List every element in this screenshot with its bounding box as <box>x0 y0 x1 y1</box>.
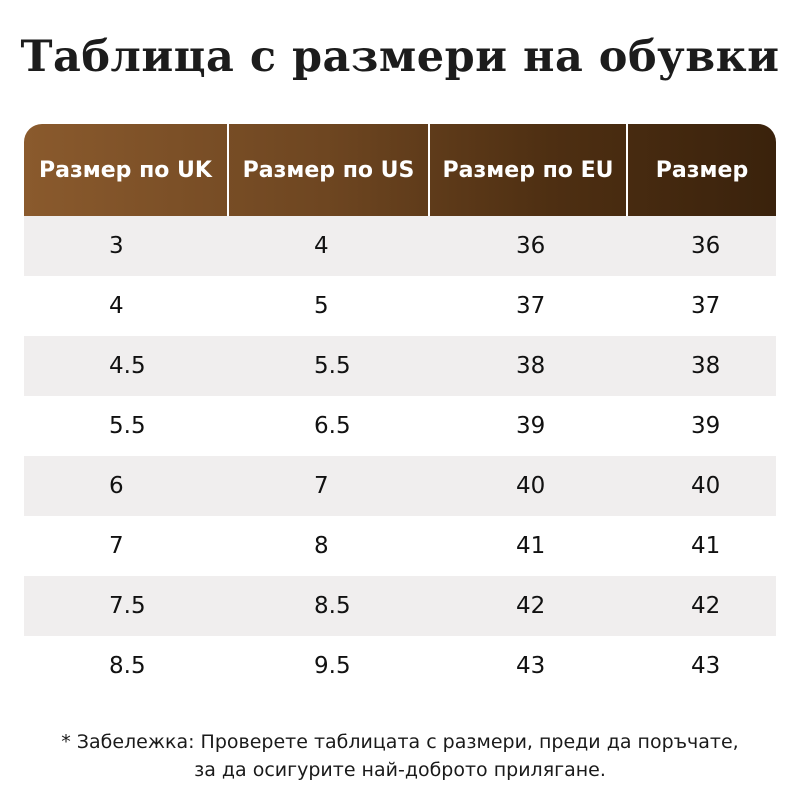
us-size-cell: 7 <box>314 473 329 499</box>
page-title: Таблица с размери на обувки <box>20 32 780 82</box>
eu-size-cell: 41 <box>516 533 546 559</box>
uk-size-cell: 6 <box>109 473 124 499</box>
size-cell: 37 <box>691 293 721 319</box>
header-size: Размер <box>655 157 749 183</box>
table-row: 8.5 9.5 43 43 <box>24 636 776 696</box>
eu-size-cell: 37 <box>516 293 546 319</box>
fit-note-line-1: * Забележка: Проверете таблицата с разме… <box>61 731 739 753</box>
uk-size-cell: 3 <box>109 233 124 259</box>
us-size-cell: 5 <box>314 293 329 319</box>
eu-size-cell: 38 <box>516 353 546 379</box>
eu-size-cell: 42 <box>516 593 546 619</box>
header-uk-size: Размер по UK <box>24 124 229 216</box>
eu-size-cell: 39 <box>516 413 546 439</box>
fit-note-line-2: за да осигурите най-доброто прилягане. <box>194 759 606 781</box>
eu-size-cell: 40 <box>516 473 546 499</box>
eu-size-cell: 36 <box>516 233 546 259</box>
header-eu-size: Размер по EU <box>430 124 628 216</box>
size-cell: 38 <box>691 353 721 379</box>
table-row: 7 8 41 41 <box>24 516 776 576</box>
table-row: 5.5 6.5 39 39 <box>24 396 776 456</box>
us-size-cell: 9.5 <box>314 653 351 679</box>
size-cell: 40 <box>691 473 721 499</box>
uk-size-cell: 4.5 <box>109 353 146 379</box>
us-size-cell: 8 <box>314 533 329 559</box>
uk-size-cell: 5.5 <box>109 413 146 439</box>
us-size-cell: 6.5 <box>314 413 351 439</box>
uk-size-cell: 4 <box>109 293 124 319</box>
size-cell: 36 <box>691 233 721 259</box>
size-cell: 41 <box>691 533 721 559</box>
us-size-cell: 8.5 <box>314 593 351 619</box>
table-row: 3 4 36 36 <box>24 216 776 276</box>
us-size-cell: 5.5 <box>314 353 351 379</box>
fit-note: * Забележка: Проверете таблицата с разме… <box>0 728 800 784</box>
table-header: Размер по UK Размер по US Размер по EU Р… <box>24 124 776 216</box>
table-row: 6 7 40 40 <box>24 456 776 516</box>
eu-size-cell: 43 <box>516 653 546 679</box>
uk-size-cell: 7.5 <box>109 593 146 619</box>
uk-size-cell: 8.5 <box>109 653 146 679</box>
table-row: 7.5 8.5 42 42 <box>24 576 776 636</box>
table-row: 4 5 37 37 <box>24 276 776 336</box>
size-table: Размер по UK Размер по US Размер по EU Р… <box>24 124 776 696</box>
uk-size-cell: 7 <box>109 533 124 559</box>
us-size-cell: 4 <box>314 233 329 259</box>
header-us-size: Размер по US <box>229 124 430 216</box>
size-cell: 42 <box>691 593 721 619</box>
table-row: 4.5 5.5 38 38 <box>24 336 776 396</box>
size-cell: 43 <box>691 653 721 679</box>
size-cell: 39 <box>691 413 721 439</box>
